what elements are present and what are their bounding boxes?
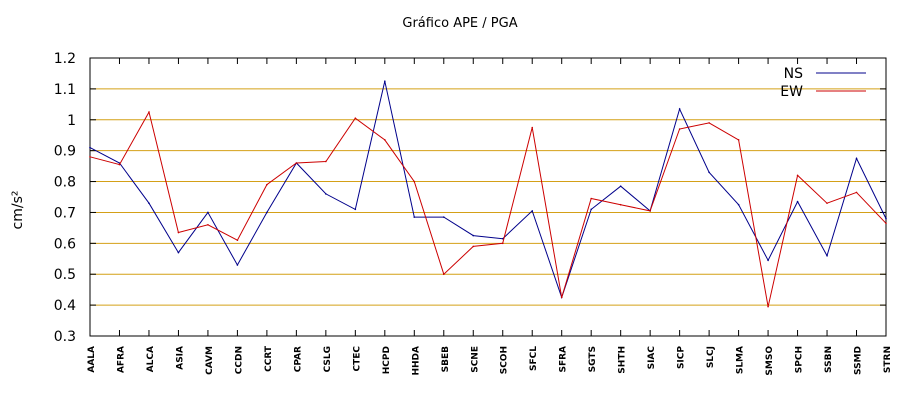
data-point <box>354 208 357 211</box>
x-tick-label: SLMA <box>736 346 746 374</box>
data-point <box>826 202 828 204</box>
y-tick-label: 0.6 <box>54 236 76 252</box>
x-tick-label: SSMD <box>854 346 864 375</box>
data-point <box>148 111 150 113</box>
plot-frame <box>89 57 887 337</box>
data-point <box>708 122 710 124</box>
data-point <box>885 222 887 225</box>
data-point <box>619 185 622 187</box>
data-point <box>89 146 91 149</box>
data-point <box>560 296 563 299</box>
data-point <box>354 117 357 120</box>
x-tick-label: HCPD <box>382 346 392 374</box>
data-point <box>207 211 209 214</box>
data-point <box>177 231 180 234</box>
data-point <box>384 139 386 141</box>
data-point <box>767 259 769 262</box>
data-point <box>737 139 740 141</box>
data-point <box>767 305 769 308</box>
data-point <box>236 264 239 266</box>
x-tick-label: HHDA <box>411 346 421 376</box>
data-point <box>531 210 534 212</box>
data-point <box>796 200 799 203</box>
x-tick-label: SBEB <box>441 346 451 372</box>
data-point <box>266 211 268 214</box>
data-point <box>649 210 651 212</box>
data-point <box>472 245 475 248</box>
x-tick-label: SHTH <box>618 346 628 374</box>
data-point <box>442 273 445 276</box>
data-point <box>590 197 592 200</box>
data-point <box>148 202 150 204</box>
data-point <box>118 163 121 166</box>
data-point <box>266 183 268 186</box>
data-point <box>885 217 887 220</box>
data-point <box>325 160 327 163</box>
data-point <box>678 108 681 110</box>
data-point <box>413 216 416 218</box>
data-point <box>207 224 209 226</box>
x-tick-label: CPAR <box>293 346 303 372</box>
data-point <box>826 254 828 257</box>
x-tick-label: SFCL <box>529 346 539 371</box>
data-point <box>177 251 180 254</box>
x-tick-label: SCNE <box>470 346 480 373</box>
y-tick-label: 0.5 <box>54 267 76 283</box>
data-point <box>89 156 91 158</box>
x-tick-label: SICP <box>677 346 687 369</box>
data-point <box>501 237 504 240</box>
x-tick-label: CCRT <box>264 345 274 372</box>
x-tick-label: CAVM <box>205 346 215 375</box>
data-point <box>472 234 475 237</box>
data-point <box>708 171 710 174</box>
x-tick-label: CSLG <box>323 346 333 372</box>
data-point <box>590 208 592 211</box>
legend-label: EW <box>780 84 803 100</box>
data-point <box>796 174 799 177</box>
y-tick-label: 0.4 <box>54 298 76 314</box>
data-point <box>325 193 327 195</box>
data-point <box>855 157 858 160</box>
data-point <box>384 80 386 82</box>
x-tick-label: CCDN <box>234 346 244 374</box>
data-point <box>855 191 858 194</box>
x-tick-label: SPCH <box>795 346 805 373</box>
y-tick-label: 0.7 <box>54 205 76 221</box>
y-tick-label: 1.2 <box>54 51 76 67</box>
legend-label: NS <box>784 66 803 82</box>
y-tick-label: 1 <box>67 113 76 129</box>
y-tick-label: 0.8 <box>54 175 76 191</box>
x-tick-label: CTEC <box>352 346 362 372</box>
data-point <box>501 242 504 245</box>
y-tick-label: 0.3 <box>54 329 76 345</box>
x-tick-label: SIAC <box>647 346 657 370</box>
x-tick-label: SGTS <box>588 346 598 372</box>
x-tick-label: SFRA <box>559 346 569 373</box>
x-tick-label: STRN <box>883 346 893 373</box>
data-point <box>295 162 298 164</box>
data-point <box>413 180 416 183</box>
series-line-ew <box>89 110 887 307</box>
x-tick-label: SMSO <box>765 346 775 376</box>
x-tick-label: ASIA <box>175 346 185 370</box>
data-point <box>619 203 622 206</box>
x-tick-label: SSBN <box>824 346 834 373</box>
x-tick-label: AALA <box>87 346 97 373</box>
x-tick-label: AFRA <box>116 346 126 373</box>
data-point <box>678 128 681 130</box>
x-tick-label: ALCA <box>146 346 156 372</box>
chart-title: Gráfico APE / PGA <box>402 16 518 31</box>
data-point <box>531 126 534 129</box>
series-line-ns <box>89 81 887 299</box>
x-tick-label: SLCJ <box>706 346 716 368</box>
x-tick-label: SCOH <box>500 346 510 374</box>
data-point <box>737 203 740 206</box>
y-tick-label: 0.9 <box>54 144 76 160</box>
data-point <box>442 216 445 218</box>
data-point <box>236 239 239 242</box>
y-tick-label: 1.1 <box>54 82 76 98</box>
